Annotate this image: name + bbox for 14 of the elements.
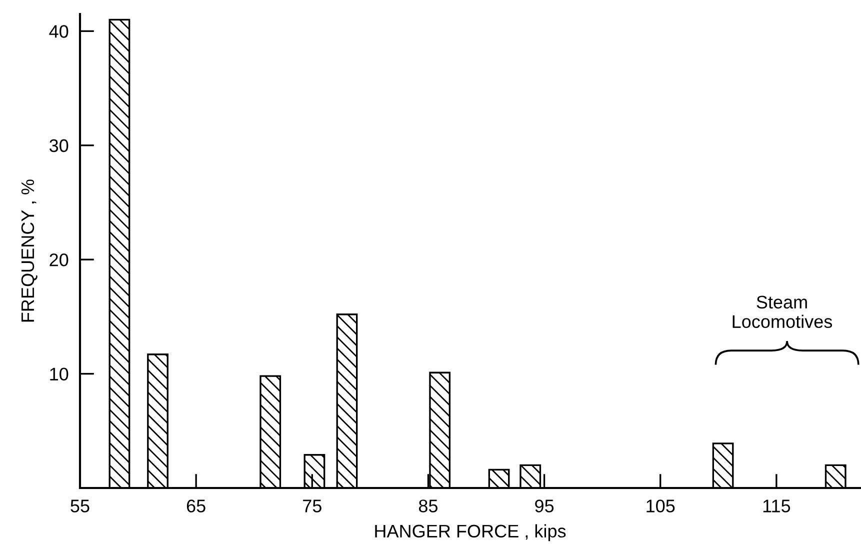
x-tick-label: 65 [186, 500, 206, 512]
x-tick-label: 85 [418, 500, 438, 512]
y-tick-label: 20 [50, 254, 68, 266]
y-tick-label: 30 [49, 139, 68, 152]
x-tick-label: 75 [303, 500, 322, 512]
x-tick-label: 105 [646, 500, 675, 512]
annotation: Steam Locomotives [732, 296, 832, 328]
x-tick-label: 55 [70, 500, 90, 512]
x-tick-label: 115 [763, 500, 790, 512]
y-tick-label: 40 [49, 25, 68, 38]
y-tick-label: 10 [50, 368, 68, 381]
y-axis-title: FREQUENCY , % [21, 180, 38, 322]
x-tick-label: 95 [535, 500, 554, 512]
x-axis-title: HANGER FORCE , kips [375, 524, 566, 542]
